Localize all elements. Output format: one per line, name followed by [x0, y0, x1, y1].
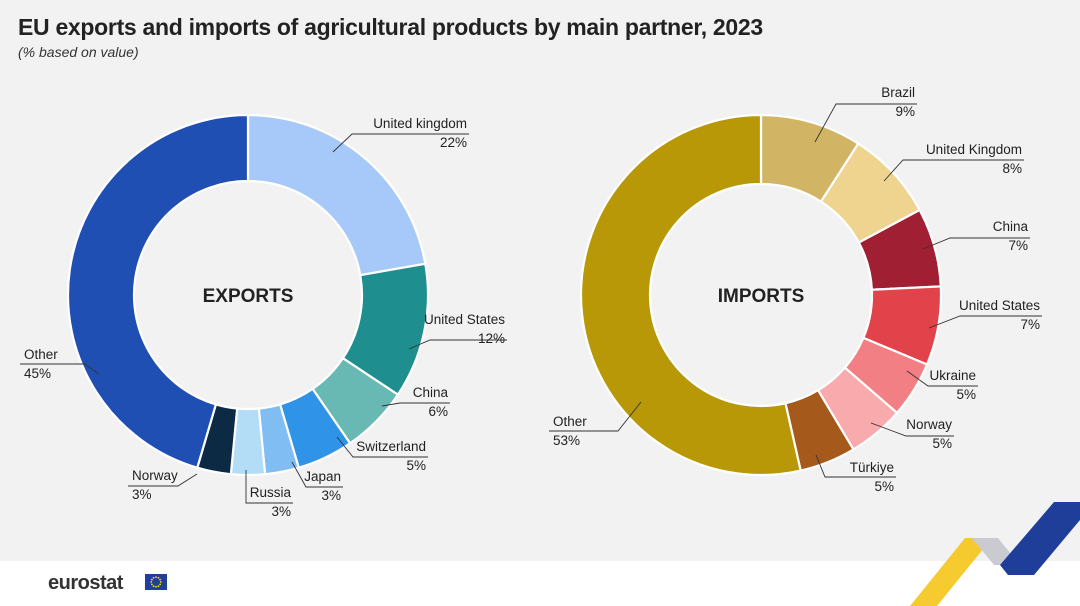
slice-value-label: 3% [271, 504, 291, 519]
slice-value-label: 3% [132, 487, 152, 502]
slice-label: Other [553, 414, 587, 429]
leader-line [336, 436, 428, 458]
slice-label: Norway [906, 417, 952, 432]
leader-line [922, 237, 1030, 250]
slice-label: Ukraine [929, 368, 976, 383]
leader-line [883, 159, 1024, 182]
leader-line [245, 470, 293, 504]
slice-value-label: 3% [321, 488, 341, 503]
slice-label: United Kingdom [926, 142, 1022, 157]
slice-value-label: 45% [24, 366, 51, 381]
slice-label: United kingdom [373, 116, 467, 131]
exports-donut: United kingdom 22% United States 12% China 6%… [20, 113, 507, 519]
slice-value-label: 12% [478, 331, 505, 346]
eu-flag-icon [145, 574, 167, 590]
center-label: IMPORTS [718, 286, 805, 307]
slice-value-label: 22% [440, 135, 467, 150]
leader-line [928, 315, 1042, 329]
slice-value-label: 5% [956, 387, 976, 402]
eurostat-logo: eurostat [48, 572, 123, 594]
center-label: EXPORTS [203, 286, 294, 307]
exports-slice-other [66, 113, 250, 470]
slice-label: Norway [132, 468, 178, 483]
leader-line [128, 473, 198, 487]
imports-slice-other [579, 113, 802, 477]
donut-charts: United kingdom 22% United States 12% China 6%… [20, 85, 1042, 519]
slice-label: United States [424, 312, 505, 327]
footer: eurostat [0, 561, 1080, 606]
leader-line [381, 402, 450, 407]
leader-line [870, 422, 954, 437]
slice-value-label: 9% [895, 104, 915, 119]
leader-line [291, 461, 343, 488]
slice-label: Switzerland [356, 439, 426, 454]
slice-value-label: 53% [553, 433, 580, 448]
slice-label: Brazil [881, 85, 915, 100]
leader-line [549, 401, 642, 432]
leader-line [20, 363, 100, 375]
exports-slice-united-kingdom [246, 113, 427, 277]
slice-label: Other [24, 347, 58, 362]
slice-value-label: 5% [406, 458, 426, 473]
slice-value-label: 5% [932, 436, 952, 451]
leader-line [408, 339, 507, 350]
chart-subtitle: (% based on value) [18, 44, 139, 60]
slice-value-label: 6% [428, 404, 448, 419]
slice-value-label: 5% [874, 479, 894, 494]
slice-value-label: 8% [1002, 161, 1022, 176]
slice-label: Japan [304, 469, 341, 484]
slice-value-label: 7% [1020, 317, 1040, 332]
slice-label: China [993, 219, 1029, 234]
slice-label: Russia [250, 485, 292, 500]
imports-donut: Brazil 9% United Kingdom 8% China 7% United St… [549, 85, 1042, 494]
chart-title: EU exports and imports of agricultural p… [18, 14, 763, 40]
slice-label: Türkiye [850, 460, 894, 475]
leader-line [906, 370, 978, 387]
leader-line [332, 133, 469, 153]
slice-value-label: 7% [1008, 238, 1028, 253]
leader-line [815, 454, 896, 478]
leader-line [814, 103, 917, 143]
slice-label: United States [959, 298, 1040, 313]
slice-label: China [413, 385, 449, 400]
